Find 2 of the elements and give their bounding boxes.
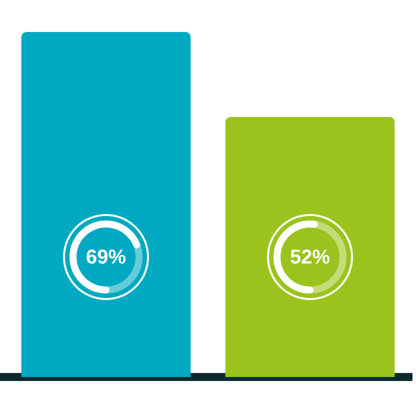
data-label: 52% <box>290 246 330 269</box>
data-label: 69% <box>86 246 126 269</box>
